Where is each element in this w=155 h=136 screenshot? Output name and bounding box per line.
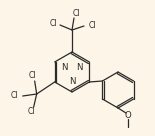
Text: Cl: Cl: [49, 19, 57, 29]
Text: N: N: [61, 63, 67, 72]
Text: N: N: [69, 76, 75, 86]
Text: Cl: Cl: [72, 10, 80, 18]
Text: Cl: Cl: [11, 92, 18, 101]
Text: Cl: Cl: [29, 72, 36, 81]
Text: N: N: [77, 63, 83, 72]
Text: Cl: Cl: [88, 21, 96, 30]
Text: Cl: Cl: [28, 107, 35, 117]
Text: O: O: [125, 110, 131, 120]
